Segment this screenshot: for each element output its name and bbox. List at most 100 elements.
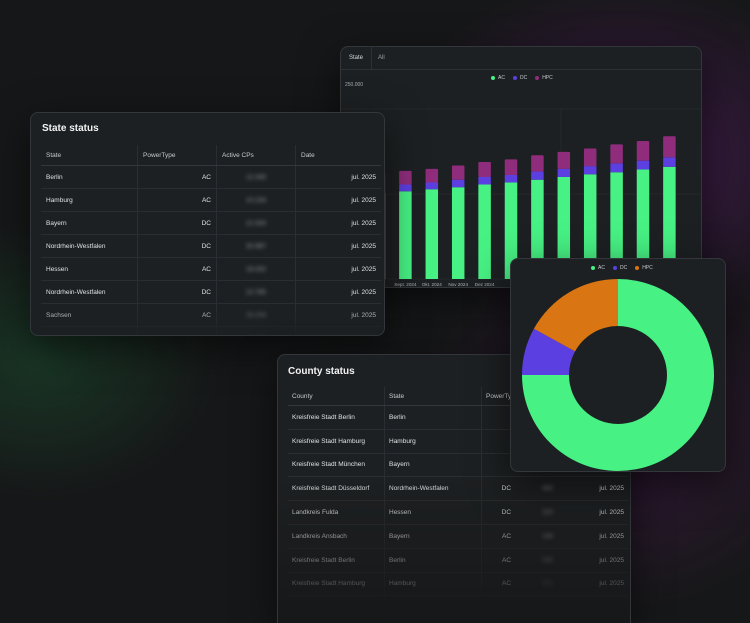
table-row[interactable]: Berlin AC 12.345 jul. 2025 [41, 165, 381, 189]
cell-state: Hessen [41, 257, 138, 281]
bar-dc[interactable] [399, 184, 412, 192]
bar-ac[interactable] [557, 177, 571, 279]
active-cps-value: 21.543 [246, 219, 266, 227]
cell-state: Nordrhein-Westfalen [41, 234, 138, 258]
table-row[interactable]: Nordrhein-Westfalen DC 30.987 jul. 2025 [41, 234, 381, 258]
table-row[interactable]: Rheinland-PfalzDC 11.345 jul. 2025 [41, 326, 381, 336]
state-filter-select[interactable]: All [371, 47, 444, 69]
bar-ac[interactable] [583, 174, 597, 279]
cell-active-cps: 11.345 [216, 326, 296, 336]
cell-powertype: DC [137, 234, 217, 258]
table-row[interactable]: Landkreis Ansbach Bayern AC 198 jul. 2025 [288, 524, 628, 549]
bar-ac[interactable] [636, 169, 650, 279]
bar-hpc[interactable] [425, 168, 439, 183]
table-row[interactable]: Kreisfreie Stadt Berlin Berlin [288, 405, 628, 430]
bar-hpc[interactable] [531, 155, 544, 172]
legend-item: HPC [535, 75, 553, 81]
bar-dc[interactable] [663, 157, 676, 167]
bar-dc[interactable] [531, 171, 544, 180]
cell-state: Sachsen [41, 303, 138, 327]
cell-active-cps: 22.765 [216, 280, 296, 304]
cell-powertype: DC [137, 211, 217, 235]
bar-dc[interactable] [557, 168, 571, 177]
active-cps-value: 12.345 [246, 173, 266, 181]
bar-ac[interactable] [451, 187, 465, 279]
bar-dc[interactable] [583, 166, 597, 175]
active-cps-value: 18.432 [246, 265, 266, 273]
legend-swatch [612, 266, 617, 270]
cell-powertype: AC [137, 257, 217, 281]
bar-ac[interactable] [663, 166, 676, 279]
bar-hpc[interactable] [663, 136, 676, 158]
donut-slice-dc[interactable] [522, 328, 576, 375]
table-row[interactable]: Landkreis Fulda Hessen DC 210 jul. 2025 [288, 500, 628, 525]
donut-chart-panel: AC DC HPC [510, 258, 726, 472]
cell-state: Nordrhein-Westfalen [384, 476, 482, 502]
table-row[interactable]: Kreisfreie Stadt Düsseldorf Nordrhein-Wes… [288, 476, 628, 502]
bar-dc[interactable] [636, 160, 650, 170]
cell-active-cps: 10.234 [216, 188, 296, 212]
x-tick-label: Dez 2024 [475, 282, 495, 287]
legend-item: DC [612, 265, 627, 271]
donut-slice-hpc[interactable] [533, 279, 618, 352]
column-header-state[interactable]: State [384, 387, 482, 406]
bar-hpc[interactable] [451, 165, 465, 180]
bar-ac[interactable] [425, 189, 439, 279]
bar-hpc[interactable] [478, 162, 491, 177]
bar-hpc[interactable] [583, 148, 597, 167]
column-header-date[interactable]: Date [295, 145, 381, 166]
bar-hpc[interactable] [557, 151, 571, 169]
donut-slice-ac[interactable] [522, 279, 714, 471]
cell-date: jul. 2025 [572, 500, 628, 525]
bar-ac[interactable] [531, 179, 544, 279]
cell-active-cps: 16.234 [216, 303, 296, 327]
state-status-title: State status [42, 123, 99, 134]
active-cps-value: 321 [542, 580, 553, 588]
x-tick-label: Nov 2024 [448, 282, 468, 287]
active-cps-value: 432 [542, 485, 553, 493]
active-cps-value: 30.987 [246, 242, 266, 250]
bar-ac[interactable] [504, 182, 518, 279]
bar-chart-legend: AC DC HPC [491, 75, 553, 81]
legend-swatch [535, 76, 540, 80]
table-row[interactable]: Sachsen AC 16.234 jul. 2025 [41, 303, 381, 327]
table-row[interactable]: Hamburg AC 10.234 jul. 2025 [41, 188, 381, 212]
bar-hpc[interactable] [636, 140, 650, 161]
state-status-table: State PowerType Active CPs Date Berlin AC… [41, 145, 381, 336]
cell-active-cps: 18.432 [216, 257, 296, 281]
cell-county: Kreisfreie Stadt Berlin [288, 405, 385, 430]
state-status-panel: State status State PowerType Active CPs … [30, 112, 385, 336]
legend-swatch [591, 266, 595, 270]
cell-powertype: DC [481, 476, 524, 502]
legend-swatch [491, 76, 495, 80]
bar-hpc[interactable] [610, 144, 623, 164]
bar-hpc[interactable] [399, 170, 412, 185]
column-header-state[interactable]: State [41, 145, 138, 166]
table-row[interactable]: Bayern DC 21.543 jul. 2025 [41, 211, 381, 235]
bar-dc[interactable] [504, 174, 518, 183]
cell-powertype: DC [137, 280, 217, 304]
cell-active-cps: 12.345 [216, 165, 296, 189]
bar-dc[interactable] [451, 179, 465, 188]
table-row[interactable]: Kreisfreie Stadt Berlin Berlin AC 345 jul. 2… [288, 548, 628, 573]
active-cps-value: 11.345 [246, 335, 265, 336]
table-row[interactable]: Kreisfreie Stadt Hamburg Hamburg AC 321 jul.… [288, 572, 628, 597]
bar-ac[interactable] [610, 172, 623, 279]
table-row[interactable]: Nordrhein-Westfalen DC 22.765 jul. 2025 [41, 280, 381, 304]
cell-state: Rheinland-Pfalz [41, 326, 138, 335]
bar-hpc[interactable] [504, 159, 518, 175]
column-header-county[interactable]: County [288, 387, 385, 406]
column-header-powertype[interactable]: PowerType [137, 145, 217, 166]
bar-dc[interactable] [610, 163, 623, 173]
table-row[interactable]: Hessen AC 18.432 jul. 2025 [41, 257, 381, 281]
bar-ac[interactable] [399, 191, 412, 279]
cell-active-cps: 210 [523, 500, 573, 525]
cell-county: Kreisfreie Stadt Düsseldorf [288, 476, 385, 502]
bar-dc[interactable] [478, 177, 491, 185]
cell-state: Nordrhein-Westfalen [41, 280, 138, 304]
bar-ac[interactable] [478, 184, 491, 279]
bar-dc[interactable] [425, 182, 439, 190]
active-cps-value: 210 [542, 509, 553, 517]
cell-powertype: DC [481, 500, 524, 525]
column-header-active-cps[interactable]: Active CPs [216, 145, 296, 166]
